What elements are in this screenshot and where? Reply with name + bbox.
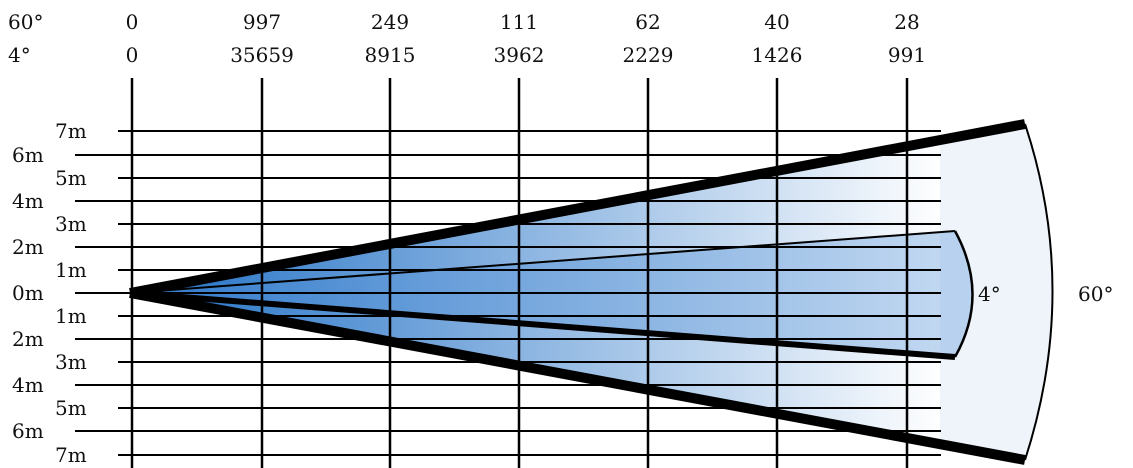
header-value: 40 [764,10,789,34]
distance-label: 5m [55,396,87,420]
beam-label-4: 4° [978,282,1001,306]
beam-60-arc [1024,123,1054,461]
distance-label: 7m [55,119,87,143]
beam-60-end-fill [940,124,1053,460]
distance-label: 2m [12,235,44,259]
header-value: 0 [126,43,139,67]
header-value: 62 [635,10,660,34]
distance-label: 7m [55,443,87,467]
header-value: 997 [243,10,281,34]
header-value: 28 [894,10,919,34]
header-value: 111 [500,10,538,34]
header-angle-label: 4° [8,43,31,67]
header-value: 8915 [365,43,416,67]
distance-label: 6m [12,143,44,167]
distance-label: 4m [12,373,44,397]
distance-label: 0m [12,281,44,305]
beam-4-arc [953,230,974,358]
grid [75,78,941,468]
distance-labels: 7m 6m 5m 4m 3m 2m 1m 0m 1m 2m 3m 4m 5m 6m 7m [12,119,87,467]
distance-label: 3m [55,350,87,374]
beam-4-lower-edge [129,290,956,360]
header-value: 1426 [752,43,803,67]
header-angle-label: 60° [8,10,43,34]
header-value: 991 [888,43,926,67]
header-value: 2229 [623,43,674,67]
distance-label: 1m [55,304,87,328]
distance-label: 2m [12,327,44,351]
distance-label: 6m [12,419,44,443]
header-value: 35659 [230,43,294,67]
distance-label: 3m [55,212,87,236]
distance-label: 1m [55,258,87,282]
distance-label: 4m [12,189,44,213]
beam-4-upper-edge [129,230,956,294]
beam-label-60: 60° [1078,282,1113,306]
distance-label: 5m [55,166,87,190]
header-value: 0 [126,10,139,34]
header-value: 3962 [494,43,545,67]
beam-60-upper-edge [129,119,1026,298]
header-table: 60° 0 997 249 111 62 40 28 4° 0 35659 8915 3962 2229 1… [8,10,926,67]
beam-outlines [129,119,1054,465]
header-value: 249 [371,10,409,34]
beam-60-lower-edge [129,288,1026,465]
